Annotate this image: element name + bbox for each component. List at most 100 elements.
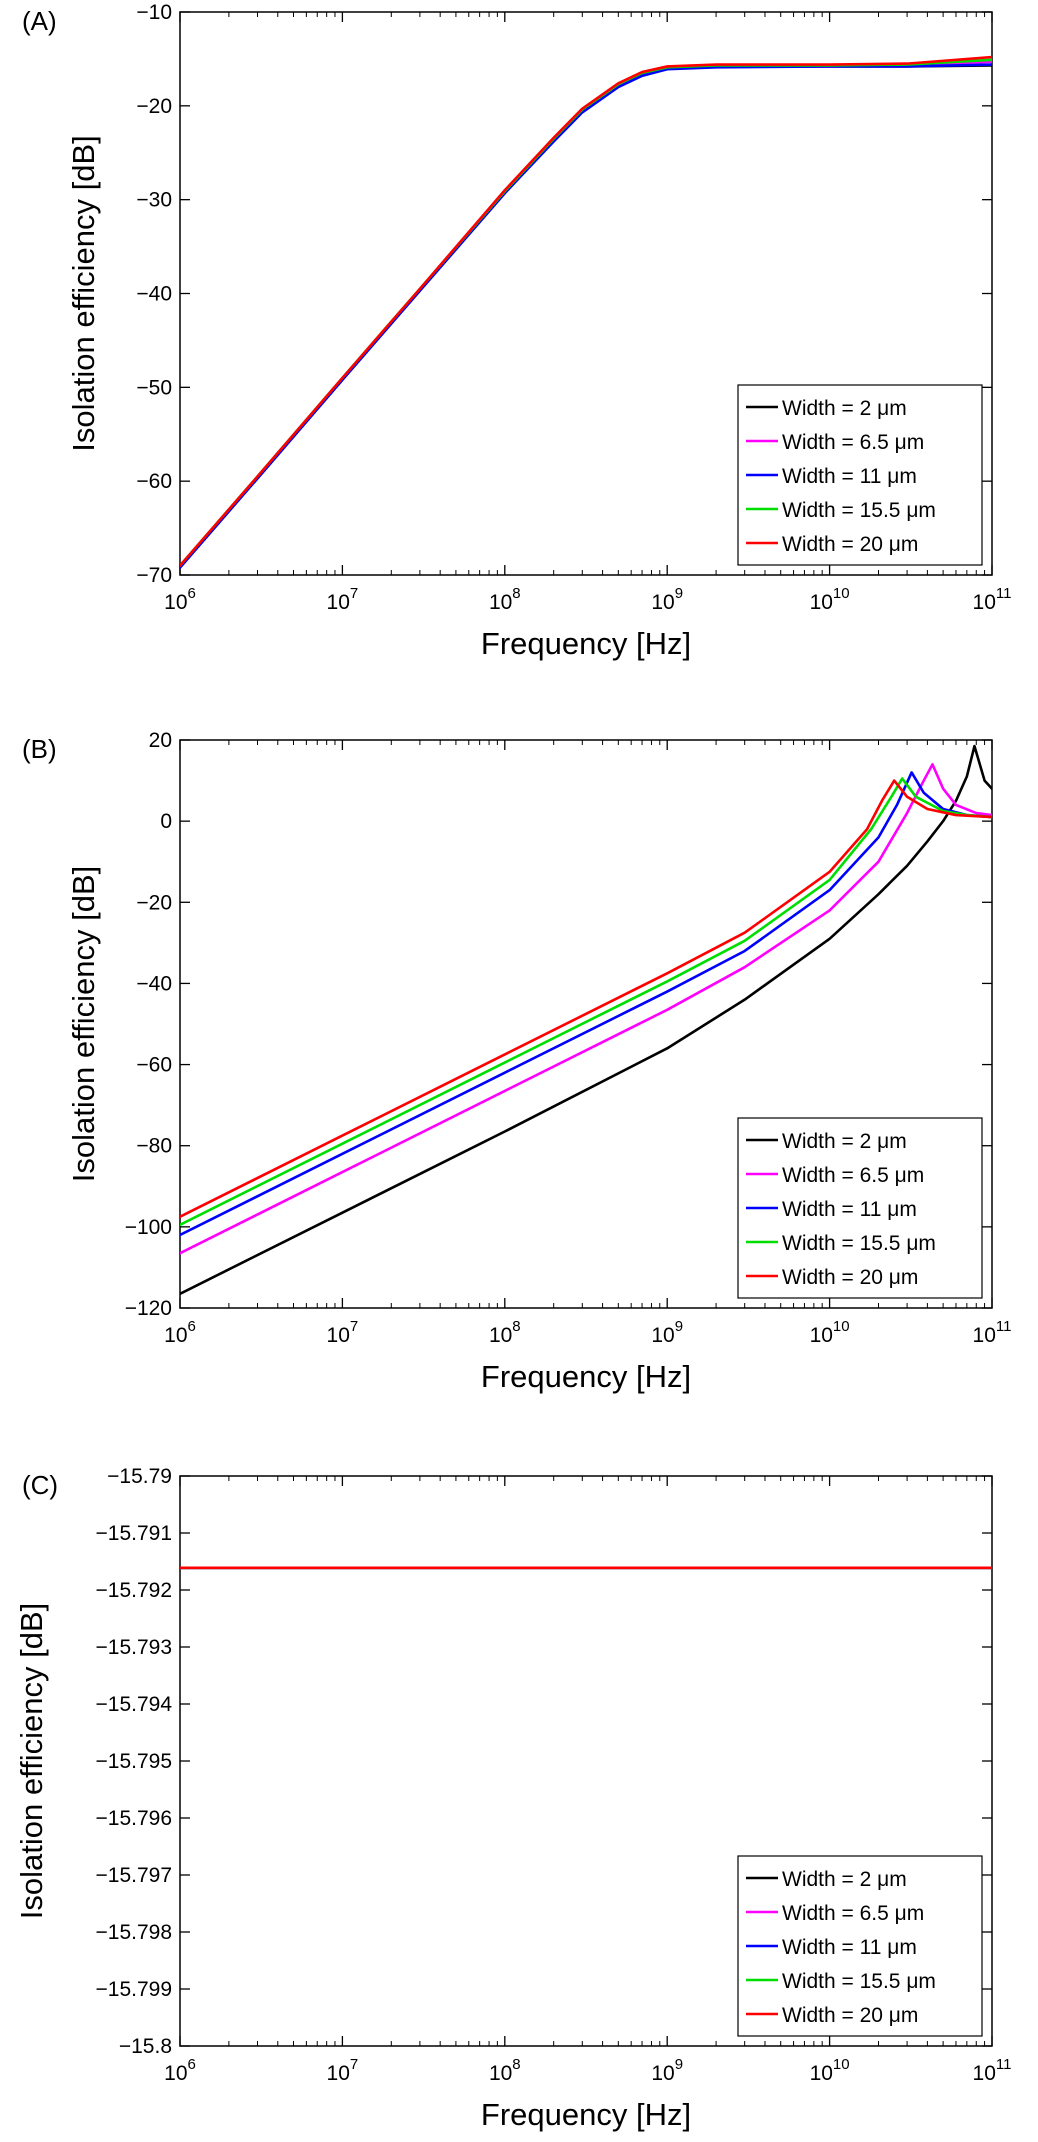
- panel-label: (B): [22, 734, 57, 764]
- series-line-4: [180, 779, 992, 1219]
- x-tick-base: 10: [327, 1324, 350, 1347]
- y-tick-label: −60: [136, 470, 172, 493]
- x-tick-label: 1011: [973, 2056, 1012, 2085]
- y-tick-label: −60: [136, 1054, 172, 1077]
- y-axis-title: Isolation efficiency [dB]: [66, 866, 101, 1183]
- legend: Width = 2 μm Width = 6.5 μm Width = 11 μm W…: [737, 1855, 983, 2037]
- x-tick-exponent: 8: [512, 2056, 520, 2073]
- x-tick-exponent: 7: [350, 585, 358, 602]
- x-tick-exponent: 8: [512, 585, 520, 602]
- legend-label-0: Width = 2 μm: [782, 1130, 907, 1153]
- x-axis-title: Frequency [Hz]: [481, 626, 691, 661]
- legend-label-3: Width = 15.5 μm: [782, 499, 936, 522]
- x-tick-label: 109: [651, 585, 683, 614]
- x-tick-label: 1011: [973, 585, 1012, 614]
- x-tick-exponent: 10: [833, 2056, 850, 2073]
- x-tick-label: 1010: [810, 2056, 850, 2085]
- x-tick-label: 1011: [973, 1318, 1012, 1347]
- y-tick-label: −100: [125, 1216, 172, 1239]
- x-tick-label: 108: [489, 2056, 521, 2085]
- x-tick-label: 107: [327, 1318, 359, 1347]
- x-tick-base: 10: [651, 591, 674, 614]
- legend-label-3: Width = 15.5 μm: [782, 1970, 936, 1993]
- x-tick-label: 108: [489, 1318, 521, 1347]
- x-tick-base: 10: [489, 591, 512, 614]
- x-tick-base: 10: [810, 1324, 833, 1347]
- x-tick-base: 10: [164, 2062, 187, 2085]
- x-tick-base: 10: [973, 1324, 996, 1347]
- x-tick-exponent: 6: [188, 1318, 196, 1335]
- x-tick-label: 108: [489, 585, 521, 614]
- x-axis-title: Frequency [Hz]: [481, 2097, 691, 2132]
- x-tick-exponent: 11: [996, 585, 1012, 602]
- y-tick-label: 0: [160, 810, 172, 833]
- y-axis-title: Isolation efficiency [dB]: [66, 135, 101, 452]
- y-tick-label: −70: [136, 564, 172, 587]
- y-tick-label: −15.793: [96, 1636, 173, 1659]
- series-line-0: [180, 744, 992, 1296]
- y-tick-label: −10: [136, 1, 172, 24]
- legend-label-1: Width = 6.5 μm: [782, 431, 924, 454]
- x-tick-base: 10: [973, 2062, 996, 2085]
- x-tick-exponent: 10: [833, 1318, 850, 1335]
- chart-panel-1: 106 107 108 109 1010 1011−120−100−80−60−40−20…: [22, 729, 1011, 1394]
- x-tick-exponent: 7: [350, 2056, 358, 2073]
- legend-label-4: Width = 20 μm: [782, 1266, 918, 1289]
- y-tick-label: −20: [136, 95, 172, 118]
- legend-label-4: Width = 20 μm: [782, 2004, 918, 2027]
- x-tick-base: 10: [651, 1324, 674, 1347]
- chart-panel-2: 106 107 108 109 1010 1011−15.8−15.799−15.798−…: [14, 1465, 1011, 2132]
- series-group: [180, 744, 992, 1296]
- legend-box: [737, 1117, 983, 1299]
- y-tick-label: −15.798: [96, 1921, 173, 1944]
- series-line-4: [180, 55, 992, 567]
- legend-label-0: Width = 2 μm: [782, 397, 907, 420]
- legend-label-2: Width = 11 μm: [782, 465, 917, 488]
- x-tick-label: 107: [327, 585, 359, 614]
- x-axis-title: Frequency [Hz]: [481, 1359, 691, 1394]
- legend-label-2: Width = 11 μm: [782, 1936, 917, 1959]
- x-tick-exponent: 6: [188, 2056, 196, 2073]
- legend: Width = 2 μm Width = 6.5 μm Width = 11 μm W…: [737, 384, 983, 566]
- x-tick-base: 10: [973, 591, 996, 614]
- y-axis-title: Isolation efficiency [dB]: [14, 1603, 49, 1920]
- x-tick-label: 107: [327, 2056, 359, 2085]
- x-tick-label: 106: [164, 585, 196, 614]
- x-tick-exponent: 8: [512, 1318, 520, 1335]
- y-tick-label: −15.792: [96, 1579, 173, 1602]
- y-tick-label: −15.79: [107, 1465, 172, 1488]
- x-tick-base: 10: [327, 2062, 350, 2085]
- x-tick-base: 10: [164, 1324, 187, 1347]
- x-tick-exponent: 7: [350, 1318, 358, 1335]
- legend-label-2: Width = 11 μm: [782, 1198, 917, 1221]
- x-tick-exponent: 9: [675, 1318, 683, 1335]
- y-tick-label: −15.791: [96, 1522, 173, 1545]
- x-tick-label: 106: [164, 1318, 196, 1347]
- y-tick-label: −120: [125, 1297, 172, 1320]
- chart-panel-0: 106 107 108 109 1010 1011−70−60−50−40−30−20−1…: [22, 1, 1011, 661]
- x-tick-base: 10: [810, 2062, 833, 2085]
- x-tick-base: 10: [810, 591, 833, 614]
- y-tick-label: −15.794: [96, 1693, 173, 1716]
- y-tick-label: −15.796: [96, 1807, 173, 1830]
- x-tick-label: 109: [651, 1318, 683, 1347]
- legend: Width = 2 μm Width = 6.5 μm Width = 11 μm W…: [737, 1117, 983, 1299]
- series-group: [180, 55, 992, 569]
- x-tick-exponent: 9: [675, 2056, 683, 2073]
- x-tick-exponent: 6: [188, 585, 196, 602]
- panel-label: (C): [22, 1470, 58, 1500]
- x-tick-label: 106: [164, 2056, 196, 2085]
- y-tick-label: −40: [136, 283, 172, 306]
- y-tick-label: −20: [136, 891, 172, 914]
- x-tick-exponent: 10: [833, 585, 850, 602]
- legend-box: [737, 1855, 983, 2037]
- y-tick-label: −15.797: [96, 1864, 173, 1887]
- y-tick-label: −50: [136, 376, 172, 399]
- panel-label: (A): [22, 6, 57, 36]
- legend-label-0: Width = 2 μm: [782, 1868, 907, 1891]
- legend-label-4: Width = 20 μm: [782, 533, 918, 556]
- x-tick-exponent: 11: [996, 2056, 1012, 2073]
- x-tick-label: 1010: [810, 1318, 850, 1347]
- x-tick-exponent: 9: [675, 585, 683, 602]
